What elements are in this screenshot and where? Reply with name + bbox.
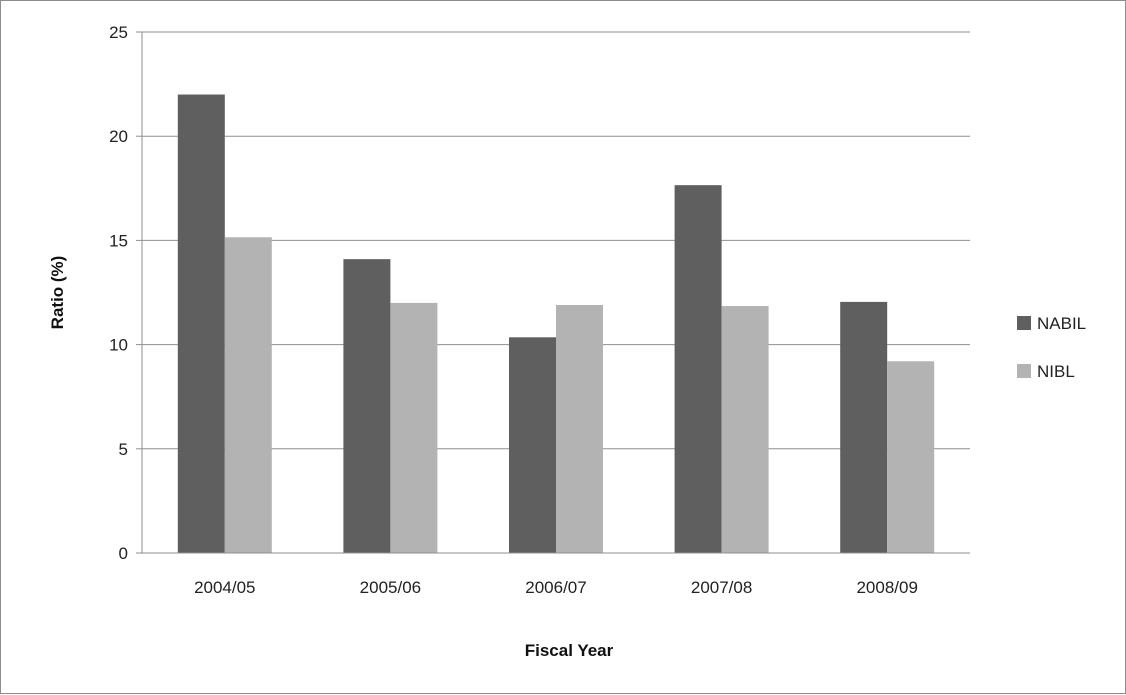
legend-swatch-nabil <box>1017 316 1031 330</box>
y-tick-label: 25 <box>109 23 128 42</box>
bar-nabil-2007-08 <box>674 185 722 553</box>
legend: NABIL NIBL <box>1017 314 1086 381</box>
legend-swatch-nibl <box>1017 364 1031 378</box>
y-tick-label: 20 <box>109 127 128 146</box>
y-tick-label: 15 <box>109 231 128 250</box>
x-tick-label: 2006/07 <box>525 578 586 597</box>
x-tick-label: 2004/05 <box>194 578 255 597</box>
x-tick-label: 2005/06 <box>360 578 421 597</box>
legend-label-nibl: NIBL <box>1037 362 1075 381</box>
x-axis-ticks: 2004/05 2005/06 2006/07 2007/08 2008/09 <box>194 578 918 597</box>
y-axis-title: Ratio (%) <box>48 256 67 330</box>
legend-label-nabil: NABIL <box>1037 314 1086 333</box>
y-tick-label: 10 <box>109 336 128 355</box>
x-axis-title: Fiscal Year <box>525 641 614 660</box>
bars <box>177 94 935 554</box>
bar-nabil-2005-06 <box>343 259 391 553</box>
bar-nabil-2006-07 <box>509 337 556 553</box>
x-tick-label: 2007/08 <box>691 578 752 597</box>
bar-nibl-2004-05 <box>224 237 272 554</box>
y-tick-label: 5 <box>119 440 128 459</box>
bar-nibl-2005-06 <box>390 302 438 553</box>
y-axis-ticks: 0 5 10 15 20 25 <box>109 23 142 563</box>
bar-nabil-2008-09 <box>840 301 888 553</box>
bar-nibl-2007-08 <box>721 306 769 553</box>
x-tick-label: 2008/09 <box>856 578 917 597</box>
bar-nibl-2006-07 <box>556 305 603 553</box>
bar-nibl-2008-09 <box>887 361 935 553</box>
bar-nabil-2004-05 <box>177 94 225 554</box>
y-tick-label: 0 <box>119 544 128 563</box>
